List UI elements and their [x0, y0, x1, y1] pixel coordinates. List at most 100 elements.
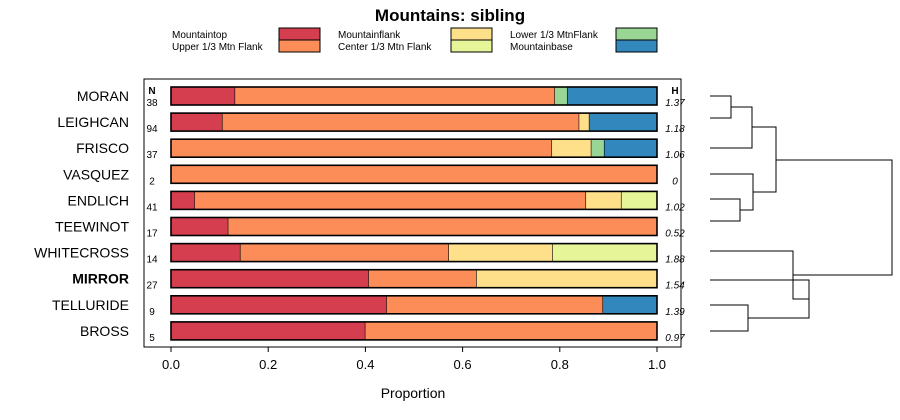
row-label: LEIGHCAN	[57, 114, 129, 130]
row-h-value: 1.54	[665, 281, 685, 292]
row-label: TEEWINOT	[55, 219, 129, 235]
x-tick-label: 1.0	[648, 357, 666, 372]
dendrogram-branch	[776, 159, 893, 276]
bar-segment	[368, 269, 477, 288]
bar-outline	[170, 112, 658, 132]
row-n-value: 5	[149, 333, 155, 344]
row-label: WHITECROSS	[34, 245, 129, 261]
bar-segment	[171, 217, 229, 236]
row-h-value: 1.37	[665, 98, 685, 109]
legend-swatch	[615, 27, 658, 41]
bar-segment	[365, 321, 657, 340]
bar-segment	[552, 243, 657, 262]
x-tick-label: 0.0	[162, 357, 180, 372]
chart-title: Mountains: sibling	[375, 6, 525, 25]
bar-segment	[171, 139, 553, 158]
bar-outline	[170, 294, 658, 315]
legend-label: Mountaintop	[172, 30, 227, 41]
bar-outline	[170, 216, 658, 237]
bar-segment	[171, 243, 241, 262]
legend-label: Mountainflank	[338, 30, 401, 41]
bar-segment	[228, 217, 657, 236]
plot-frame	[143, 78, 682, 348]
bar-segment	[386, 295, 604, 314]
bar-segment	[586, 191, 622, 210]
row-label: BROSS	[80, 323, 129, 339]
row-h-value: 1.02	[665, 202, 685, 213]
bar-segment	[603, 295, 657, 314]
bar-segment	[235, 87, 555, 105]
row-label: MIRROR	[72, 271, 129, 287]
row-h-value: 0.52	[665, 229, 685, 240]
bar-segment	[591, 139, 605, 158]
row-n-value: 14	[146, 255, 158, 266]
row-h-value: 0	[672, 176, 678, 187]
bar-outline	[170, 138, 658, 158]
bar-segment	[240, 243, 449, 262]
legend-swatch	[278, 39, 321, 53]
row-n-value: 9	[149, 307, 155, 318]
bar-outline	[170, 86, 658, 106]
bar-segment	[171, 191, 195, 210]
row-label: MORAN	[77, 88, 129, 104]
n-header: N	[148, 86, 155, 97]
bar-segment	[579, 113, 590, 132]
row-n-value: 94	[146, 124, 158, 135]
legend-swatch	[450, 39, 493, 53]
bar-outline	[170, 190, 658, 211]
x-tick-label: 0.6	[454, 357, 472, 372]
bar-segment	[476, 269, 657, 288]
bar-outline	[170, 242, 658, 263]
legend-swatch	[278, 27, 321, 41]
dendrogram-branch	[752, 126, 777, 193]
legend-label: Upper 1/3 Mtn Flank	[172, 42, 264, 53]
bar-segment	[171, 165, 657, 184]
legend-label: Mountainbase	[510, 42, 573, 53]
bar-segment	[222, 113, 580, 132]
bar-segment	[604, 139, 657, 158]
bar-outline	[170, 164, 658, 185]
row-label: VASQUEZ	[63, 166, 129, 182]
row-h-value: 1.88	[665, 255, 685, 266]
dendrogram	[710, 95, 893, 332]
row-n-value: 38	[146, 98, 158, 109]
bar-outline	[170, 268, 658, 289]
bar-segment	[171, 87, 236, 105]
bar-segment	[194, 191, 587, 210]
dendrogram-branch	[710, 95, 732, 119]
row-h-value: 1.39	[665, 307, 685, 318]
row-h-value: 0.97	[665, 333, 685, 344]
row-h-value: 1.18	[665, 124, 685, 135]
x-tick-label: 0.8	[551, 357, 569, 372]
dendrogram-branch	[710, 173, 754, 211]
bar-segment	[171, 269, 369, 288]
dendrogram-branch	[710, 198, 741, 222]
bar-segment	[448, 243, 553, 262]
x-tick-label: 0.4	[356, 357, 374, 372]
bar-segment	[171, 113, 223, 132]
legend-label: Lower 1/3 MtnFlank	[510, 30, 599, 41]
bar-segment	[171, 321, 366, 340]
h-header: H	[671, 86, 678, 97]
row-label: TELLURIDE	[52, 297, 129, 313]
row-n-value: 37	[146, 150, 158, 161]
row-n-value: 27	[146, 281, 158, 292]
row-n-value: 41	[146, 202, 158, 213]
legend-swatch	[450, 27, 493, 41]
row-label: ENDLICH	[68, 192, 129, 208]
row-h-value: 1.06	[665, 150, 685, 161]
row-n-value: 17	[146, 229, 158, 240]
x-axis: 0.0 0.2 0.4 0.6 0.8 1.0	[162, 347, 666, 372]
dendrogram-branch	[710, 304, 749, 332]
legend-label: Center 1/3 Mtn Flank	[338, 42, 432, 53]
bar-segment	[554, 87, 568, 105]
bar-segment	[621, 191, 657, 210]
row-n-value: 2	[149, 176, 155, 187]
bar-segment	[552, 139, 592, 158]
bar-outline	[170, 321, 658, 341]
bar-segment	[171, 295, 387, 314]
bar-segment	[567, 87, 657, 105]
bar-rows: MORAN 38 1.37 LEIGHCAN 94 1.18 FRISCO 37 1.06 VAS…	[34, 86, 685, 344]
